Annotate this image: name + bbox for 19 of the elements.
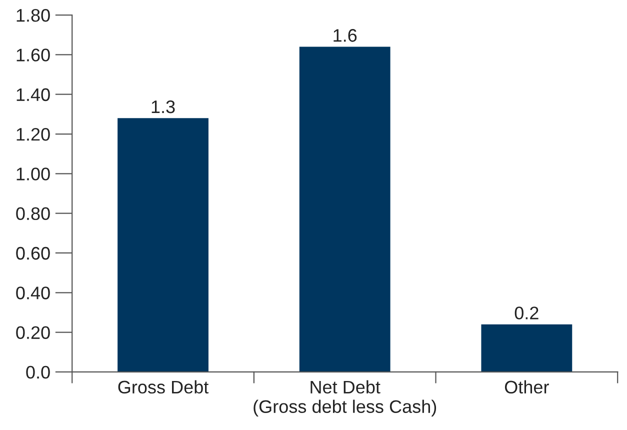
data-label: 0.2	[514, 306, 538, 320]
y-tick-label: 1.60	[16, 48, 50, 62]
x-tick-label: Gross Debt	[118, 380, 209, 394]
x-tick-label: Net Debt (Gross debt less Cash)	[254, 380, 436, 417]
data-label: 1.3	[152, 100, 175, 114]
y-tick-label: 0.60	[16, 246, 50, 260]
y-tick-label: 0.40	[16, 286, 50, 300]
y-tick-label: 0.80	[16, 207, 50, 220]
bar	[481, 324, 572, 372]
y-tick-label: 1.80	[16, 8, 50, 22]
y-tick-label: 1.20	[16, 128, 50, 141]
y-tick-label: 1.00	[16, 168, 50, 180]
y-tick-label: 0.0	[26, 366, 50, 379]
x-tick-label: Other	[504, 380, 549, 394]
y-tick-label: 0.20	[16, 326, 50, 340]
y-tick-label: 1.40	[16, 88, 50, 102]
data-label: 1.6	[334, 29, 357, 42]
bar	[118, 118, 208, 372]
bar	[299, 46, 390, 372]
